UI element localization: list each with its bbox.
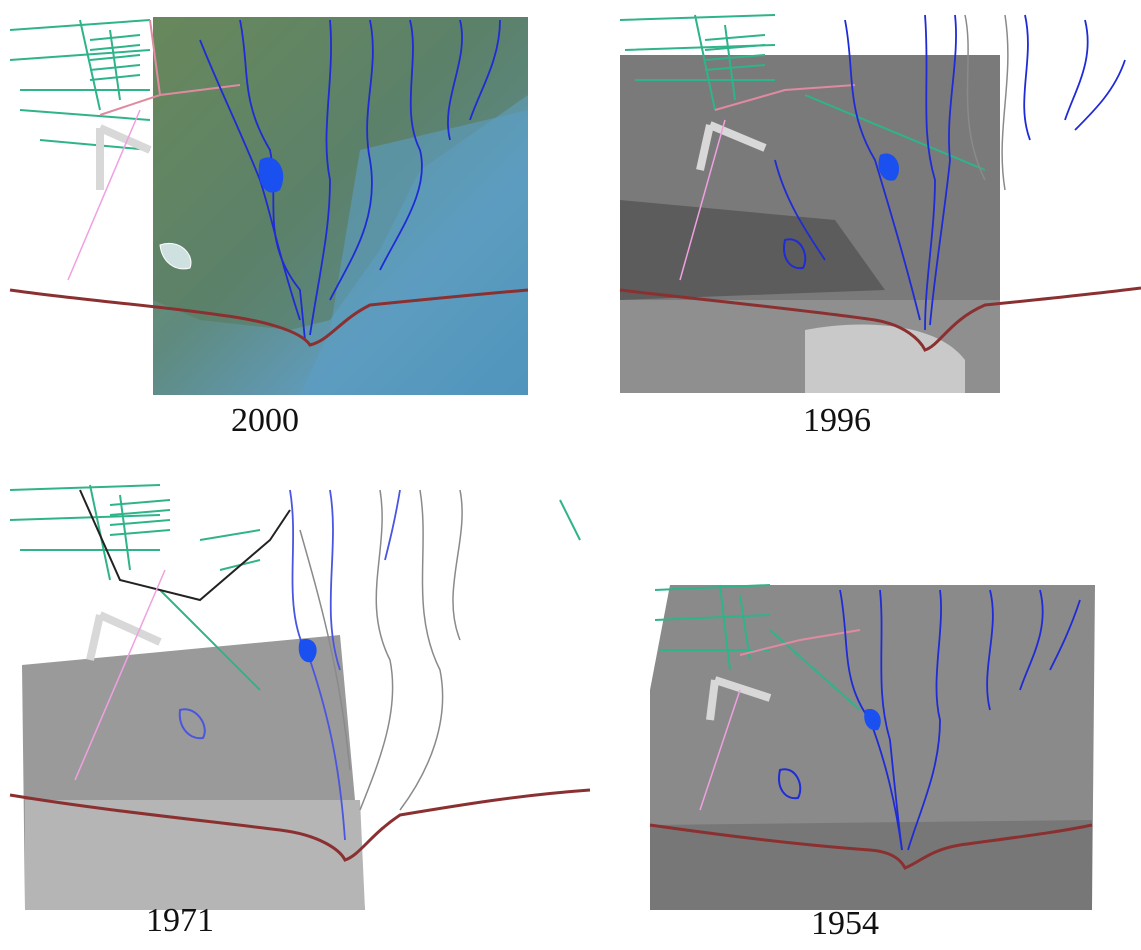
map-1996 — [619, 14, 1141, 393]
lagoon — [778, 768, 802, 800]
map-panel-1996: 1996 — [605, 0, 1141, 440]
lagoon — [783, 238, 807, 270]
old-road — [79, 489, 291, 602]
plume — [805, 324, 965, 393]
old-channels — [964, 14, 1009, 191]
map-panel-1971: 1971 — [0, 470, 600, 950]
pond — [298, 639, 317, 663]
bay-water — [300, 110, 528, 395]
bay-water — [25, 800, 365, 910]
pink-line — [679, 119, 726, 281]
canal-network — [619, 14, 986, 171]
pond — [878, 153, 900, 181]
river-channels — [774, 14, 1126, 331]
runway — [86, 611, 162, 661]
canal-network — [9, 484, 581, 691]
coastline — [619, 286, 1141, 352]
canal-network — [9, 19, 151, 151]
pond — [864, 709, 881, 731]
map-1954 — [649, 584, 1095, 910]
year-label: 1954 — [811, 905, 879, 942]
map-1971 — [9, 484, 591, 910]
map-panel-2000: 2000 — [0, 0, 540, 439]
pink-line — [74, 569, 166, 781]
lagoon — [159, 242, 192, 270]
delta-plain — [153, 17, 528, 330]
runway — [96, 124, 152, 190]
lagoon — [178, 708, 206, 740]
pond — [258, 157, 284, 193]
year-label: 1996 — [803, 402, 871, 439]
map-2000 — [9, 17, 529, 395]
old-channels — [299, 489, 463, 811]
coastline — [649, 823, 1093, 870]
road — [739, 629, 861, 656]
pink-line — [699, 689, 741, 811]
road — [99, 19, 241, 116]
coastline — [9, 788, 591, 862]
coastline — [9, 288, 529, 347]
runway — [696, 121, 767, 171]
pink-line — [67, 109, 141, 281]
tidal-flat — [620, 200, 885, 300]
road — [714, 84, 856, 111]
year-label: 2000 — [231, 402, 299, 439]
runway — [706, 676, 772, 721]
year-label: 1971 — [146, 902, 214, 939]
map-panel-1954: 1954 — [640, 570, 1120, 950]
